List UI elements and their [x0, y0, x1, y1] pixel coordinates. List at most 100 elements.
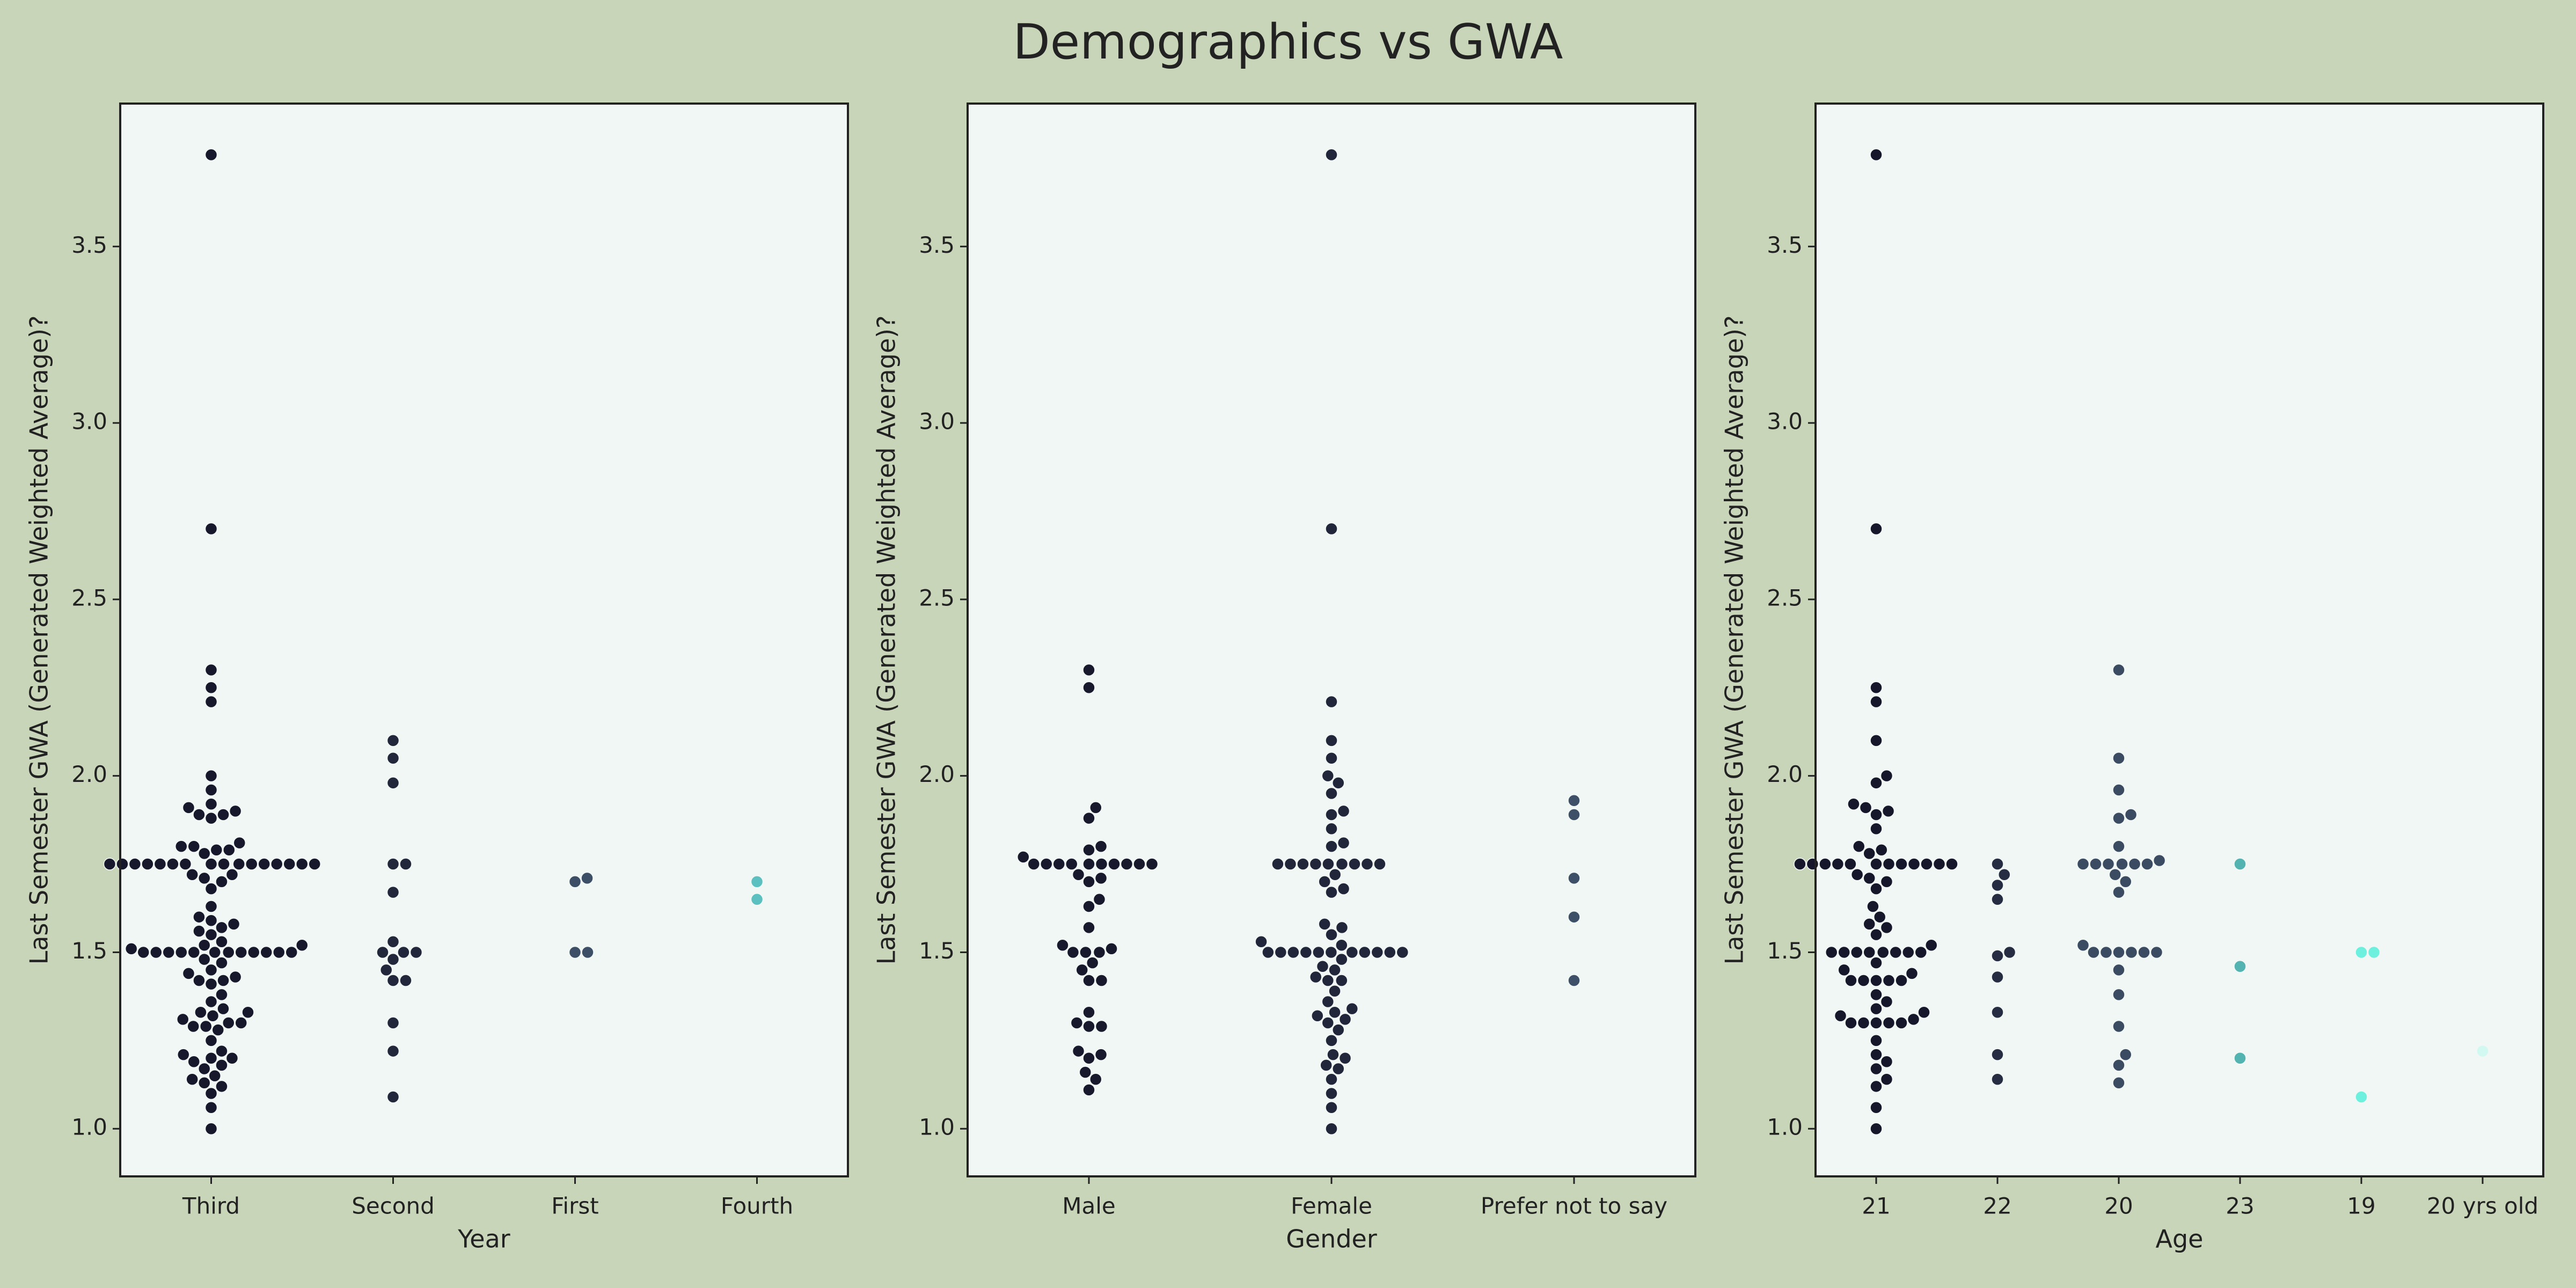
data-point [397, 946, 410, 959]
data-point [1070, 1016, 1084, 1029]
data-point [103, 858, 116, 870]
data-point [1902, 946, 1915, 959]
data-point [1870, 822, 1883, 836]
data-point [1040, 858, 1053, 870]
data-point [204, 769, 218, 782]
data-point [1991, 879, 2004, 892]
data-point [1880, 769, 1893, 782]
data-point [1991, 1073, 2004, 1086]
data-point [1991, 1048, 2004, 1061]
data-point [215, 1080, 228, 1093]
data-point [1274, 946, 1287, 959]
data-point [2112, 963, 2125, 977]
data-point [225, 1051, 239, 1065]
data-point [2112, 784, 2125, 796]
data-point [208, 1069, 221, 1082]
data-point [1325, 148, 1338, 162]
data-point [232, 858, 245, 870]
data-point [1914, 946, 1928, 959]
y-tick-label: 2.5 [919, 584, 955, 611]
data-point [2112, 946, 2125, 959]
data-point [210, 844, 223, 857]
data-point [1082, 844, 1095, 857]
data-point [1819, 858, 1832, 870]
data-point [285, 946, 298, 959]
data-point [204, 995, 218, 1008]
data-point [2128, 858, 2141, 870]
data-point [179, 858, 192, 870]
data-point [193, 808, 206, 821]
data-point [229, 804, 242, 818]
data-point [2119, 875, 2132, 888]
data-point [1325, 1034, 1338, 1047]
data-point [1312, 946, 1325, 959]
data-point [1358, 946, 1371, 959]
data-point [141, 858, 154, 870]
data-point [1348, 858, 1361, 870]
data-point [204, 1122, 218, 1135]
data-point [1321, 995, 1335, 1008]
data-point [1991, 1006, 2004, 1019]
data-point [2112, 1059, 2125, 1072]
y-tick-label: 3.0 [1767, 408, 1803, 435]
data-point [1870, 734, 1883, 747]
data-point [1093, 893, 1106, 906]
data-point [1321, 974, 1335, 987]
data-point [186, 1073, 199, 1086]
data-point [1095, 974, 1108, 987]
data-point [1337, 804, 1350, 818]
data-point [1309, 858, 1322, 870]
data-point [1920, 858, 1933, 870]
data-point [1870, 988, 1883, 1001]
data-point [1360, 858, 1374, 870]
data-point [223, 844, 236, 857]
data-point [1850, 946, 1863, 959]
data-point [376, 946, 389, 959]
data-point [1870, 1080, 1883, 1093]
data-point [204, 797, 218, 811]
data-point [1332, 777, 1345, 789]
data-point [1924, 939, 1938, 952]
data-point [1262, 946, 1275, 959]
data-point [1082, 1006, 1095, 1019]
data-point [215, 875, 228, 888]
data-point [1072, 868, 1085, 881]
data-point [2112, 752, 2125, 765]
data-point [1845, 974, 1857, 987]
data-point [1086, 956, 1099, 969]
data-point [1095, 858, 1108, 870]
data-point [217, 974, 230, 987]
plot-frame [967, 103, 1696, 1177]
data-point [1322, 858, 1335, 870]
y-tick-label: 2.5 [71, 584, 107, 611]
plot-frame [119, 103, 849, 1177]
data-point [204, 784, 218, 796]
data-point [137, 946, 150, 959]
data-point [2076, 858, 2090, 870]
data-point [1338, 1051, 1352, 1065]
data-point [1082, 921, 1095, 934]
data-point [1325, 840, 1338, 853]
data-point [177, 1048, 190, 1061]
data-point [215, 956, 228, 969]
data-point [1857, 974, 1870, 987]
data-point [2234, 960, 2246, 973]
data-point [229, 970, 242, 984]
data-point [1870, 882, 1883, 895]
data-point [2234, 858, 2246, 870]
data-point [1889, 946, 1902, 959]
data-point [247, 946, 260, 959]
data-point [222, 1016, 235, 1029]
x-tick-label: 23 [2226, 1193, 2254, 1219]
y-tick-label: 1.0 [1767, 1114, 1803, 1140]
data-point [235, 1016, 247, 1029]
data-point [1145, 858, 1159, 870]
data-point [1065, 858, 1078, 870]
data-point [1095, 1020, 1108, 1033]
data-point [1880, 1055, 1893, 1069]
data-point [1108, 858, 1121, 870]
data-point [1825, 946, 1838, 959]
data-point [1882, 858, 1896, 870]
data-point [1255, 935, 1268, 948]
data-point [1991, 970, 2004, 984]
